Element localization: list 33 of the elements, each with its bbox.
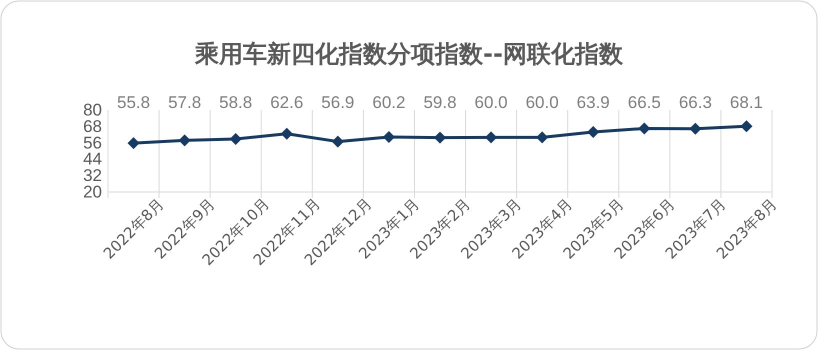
point (332, 136, 344, 148)
point (638, 122, 650, 134)
point (485, 131, 498, 144)
chart-title: 乘用车新四化指数分项指数--网联化指数 (194, 40, 624, 68)
point (536, 131, 548, 144)
y-tick-label: 44 (83, 150, 102, 169)
point (434, 132, 446, 144)
point (230, 132, 242, 145)
point (382, 131, 395, 144)
text: 57.8 (168, 93, 202, 112)
text: 59.8 (423, 93, 457, 112)
text: 62.6 (270, 93, 304, 112)
text: 60.0 (526, 93, 559, 112)
text: 58.8 (219, 93, 252, 112)
text: 63.9 (576, 93, 610, 112)
y-tick-label: 56 (83, 133, 102, 152)
text: 55.8 (116, 93, 150, 112)
y-tick-label: 32 (83, 166, 102, 186)
point (128, 137, 140, 150)
text: 66.3 (678, 93, 712, 112)
text: 66.5 (628, 93, 661, 112)
text: 68.1 (730, 93, 764, 112)
point (178, 134, 191, 146)
y-tick-label: 20 (83, 182, 102, 202)
point (587, 126, 600, 138)
text: 60.0 (474, 93, 508, 112)
point (689, 122, 702, 135)
point (740, 120, 752, 132)
y-tick-label: 80 (83, 100, 102, 120)
point (280, 128, 293, 140)
y-tick-label: 68 (83, 116, 102, 136)
text: 60.2 (372, 93, 406, 112)
text: 56.9 (321, 93, 354, 112)
